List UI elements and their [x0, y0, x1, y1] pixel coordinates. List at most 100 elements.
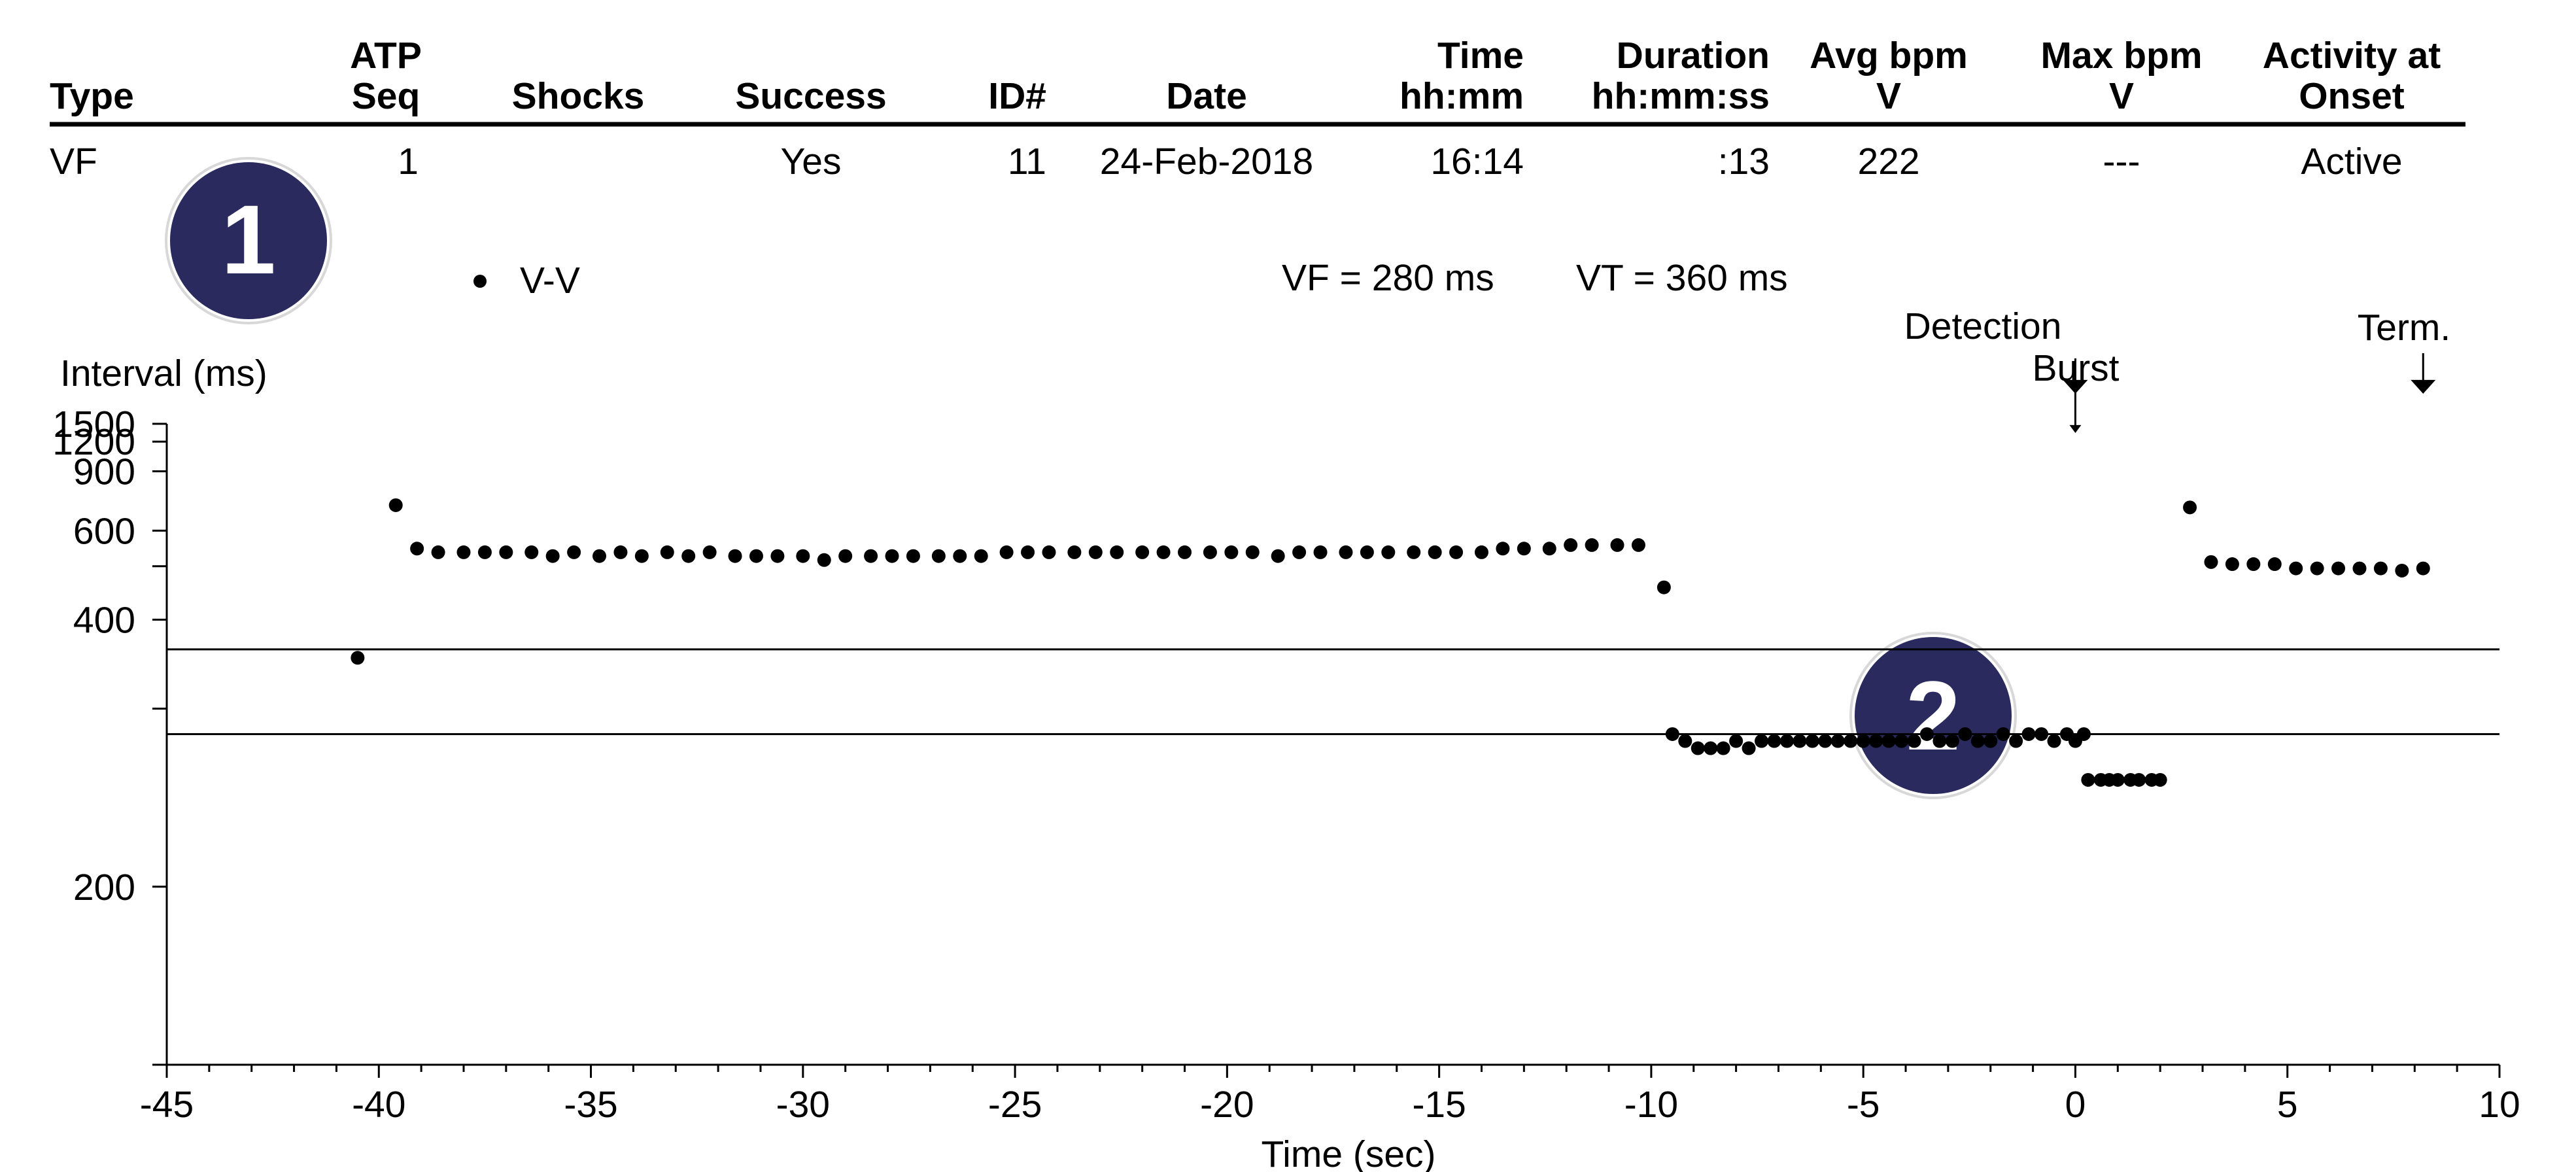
header-id: ID#	[988, 75, 1046, 117]
header-duration-line1: Duration	[1617, 35, 1770, 77]
data-point	[410, 542, 424, 556]
data-point	[2416, 561, 2430, 576]
data-point	[953, 549, 967, 563]
data-point	[1245, 545, 1260, 559]
x-tick-label: -40	[352, 1084, 405, 1126]
x-tick-label: 5	[2277, 1084, 2298, 1126]
data-point	[456, 545, 471, 559]
data-point	[2204, 555, 2218, 569]
header-time-line2: hh:mm	[1400, 75, 1524, 117]
data-point	[770, 549, 785, 563]
data-point	[838, 549, 853, 563]
cell-time: 16:14	[1430, 141, 1524, 182]
header-type: Type	[50, 75, 134, 117]
data-point	[1449, 545, 1464, 559]
data-point	[1958, 727, 1972, 741]
x-axis-label: Time (sec)	[1261, 1133, 1435, 1172]
badge-2: 2	[1849, 632, 2017, 799]
y-tick-label: 1200	[52, 421, 135, 463]
cell-type: VF	[50, 141, 97, 182]
cell-id: 11	[1008, 141, 1046, 182]
data-point	[749, 549, 763, 563]
x-tick-label: -5	[1847, 1084, 1880, 1126]
header-avg-bpm-line1: Avg bpm	[1810, 35, 1968, 77]
badge-1: 1	[165, 157, 332, 324]
header-atp-seq-line2: Seq	[352, 75, 421, 117]
data-point	[1496, 542, 1510, 556]
data-point	[796, 549, 810, 563]
data-point	[1313, 545, 1328, 559]
data-point	[931, 549, 946, 563]
data-point	[1088, 545, 1103, 559]
burst-arrow-head	[2069, 424, 2082, 433]
data-point	[1907, 734, 1921, 748]
vf-zone-label: VF = 280 ms	[1282, 257, 1494, 299]
data-point	[1021, 545, 1035, 559]
data-point	[2132, 772, 2146, 787]
data-point	[1271, 549, 1285, 563]
data-point	[1428, 545, 1442, 559]
data-point	[702, 545, 717, 559]
cell-success: Yes	[781, 141, 842, 182]
data-point	[817, 553, 831, 567]
cell-duration: :13	[1718, 141, 1770, 182]
header-atp-seq-line1: ATP	[350, 35, 422, 77]
data-point	[1881, 734, 1896, 748]
header-max-bpm-line2: V	[2109, 75, 2134, 117]
data-point	[1203, 545, 1217, 559]
cell-max-bpm: ---	[2103, 141, 2140, 182]
y-axis-label: Interval (ms)	[60, 353, 267, 394]
data-point	[1793, 734, 1807, 748]
x-tick-label: -10	[1624, 1084, 1678, 1126]
data-point	[2246, 557, 2261, 572]
header-activity-line1: Activity at	[2263, 35, 2441, 77]
data-point	[2395, 563, 2409, 577]
episode-table-header: Type ATP Seq Shocks Success ID# Date Tim…	[50, 35, 2465, 127]
data-point	[2331, 561, 2346, 576]
data-point	[2009, 734, 2023, 748]
vt-zone-label: VT = 360 ms	[1576, 257, 1788, 299]
data-point	[1407, 545, 1421, 559]
data-point	[477, 545, 492, 559]
data-point	[2076, 727, 2091, 741]
data-point	[1178, 545, 1192, 559]
data-point	[2035, 727, 2049, 741]
data-point	[499, 545, 513, 559]
plot-area: -45 -40 -35 -30 -25 -20 -15 -10 -5 0 5 10 150012009…	[52, 404, 2520, 1126]
header-date: Date	[1166, 75, 1247, 117]
data-point	[1716, 741, 1730, 755]
data-point	[1729, 734, 1743, 748]
data-point	[1042, 545, 1056, 559]
cell-activity: Active	[2301, 141, 2402, 182]
data-point	[2289, 561, 2303, 576]
data-point	[2021, 727, 2036, 741]
data-point	[1156, 545, 1171, 559]
data-point	[1135, 545, 1150, 559]
marker-label-detection: Detection	[1904, 305, 2062, 347]
y-tick-label: 600	[73, 510, 135, 552]
x-tick-label: -35	[564, 1084, 617, 1126]
x-tick-label: -45	[140, 1084, 194, 1126]
header-time-line1: Time	[1437, 35, 1524, 77]
data-point	[1767, 734, 1781, 748]
header-activity-line2: Onset	[2299, 75, 2405, 117]
cell-avg-bpm: 222	[1857, 141, 1919, 182]
cell-atp-seq: 1	[398, 141, 419, 182]
data-point	[2352, 561, 2367, 576]
data-point	[1381, 545, 1396, 559]
data-point	[1984, 734, 1998, 748]
badge-2-number: 2	[1906, 661, 1960, 770]
x-tick-label: 0	[2065, 1084, 2086, 1126]
legend-label: V-V	[520, 260, 580, 302]
data-point	[1542, 542, 1556, 556]
data-point	[2047, 734, 2061, 748]
data-point	[1339, 545, 1353, 559]
data-point	[1224, 545, 1239, 559]
x-tick-label: -15	[1412, 1084, 1466, 1126]
data-point	[1657, 580, 1671, 595]
badge-1-number: 1	[221, 184, 275, 294]
detection-arrow-head	[2063, 379, 2088, 394]
data-point	[1474, 545, 1488, 559]
data-point	[1665, 727, 1679, 741]
